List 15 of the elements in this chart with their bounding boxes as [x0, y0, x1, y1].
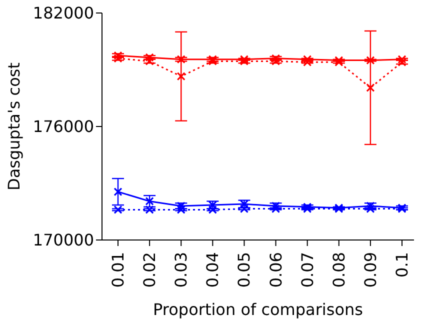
- y-tick-label: 182000: [32, 4, 94, 23]
- x-axis-title: Proportion of comparisons: [153, 300, 363, 319]
- x-tick-label: 0.07: [298, 252, 317, 288]
- x-tick-label: 0.06: [266, 252, 286, 288]
- x-tick-label: 0.1: [392, 252, 412, 278]
- x-tick-label: 0.03: [172, 252, 191, 288]
- x-tick-label: 0.09: [360, 252, 380, 288]
- x-tick-label: 0.01: [108, 252, 128, 288]
- x-tick-label: 0.04: [203, 252, 222, 288]
- x-tick-label: 0.08: [329, 252, 348, 288]
- x-tick-label: 0.05: [234, 252, 254, 288]
- y-axis-title: Dasgupta's cost: [4, 62, 24, 191]
- y-tick-label: 170000: [32, 230, 94, 250]
- y-tick-label: 176000: [32, 117, 94, 136]
- x-tick-label: 0.02: [140, 252, 160, 288]
